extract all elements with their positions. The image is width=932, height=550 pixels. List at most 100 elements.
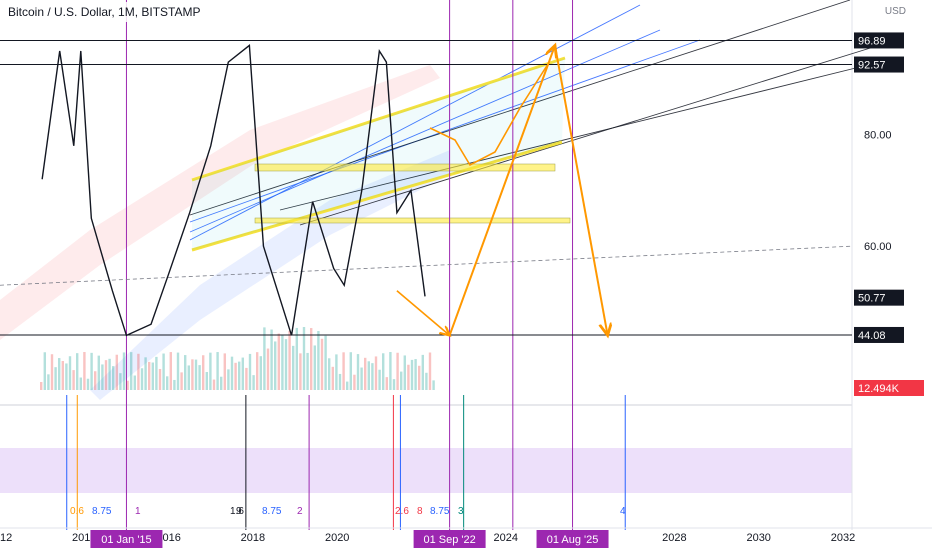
volume-bar (126, 380, 129, 390)
volume-bar (137, 353, 140, 390)
volume-bar (428, 352, 432, 390)
volume-bar (313, 345, 316, 390)
projection-arrows (429, 63, 549, 167)
x-tick-label: 2024 (494, 532, 518, 544)
upper-band-area (0, 65, 440, 340)
volume-bar (310, 328, 313, 390)
volume-bar (414, 359, 417, 390)
time-axis: 2012 2014 2016 2018 2020 2024 2028 2030 2032 01 J… (0, 527, 932, 548)
rsi-projection-arrow (553, 45, 608, 335)
date-marker-bg (536, 530, 609, 548)
volume-bar (338, 373, 342, 390)
rsi-trend-line (0, 245, 853, 286)
volume-bar (133, 375, 136, 390)
volume-bar (292, 345, 295, 390)
volume-bar (162, 353, 165, 390)
chart-title: Bitcoin / U.S. Dollar, 1M, BITSTAMP (4, 2, 205, 22)
volume-bar (140, 368, 144, 390)
vertical-markers (66, 0, 626, 530)
volume-bar (374, 356, 378, 390)
volume-bar (245, 367, 248, 390)
fib-extension: 3.5(374272.60)3(269215.11)2.5(126206.23)… (254, 163, 571, 224)
volume-bar (403, 355, 406, 390)
volume-bar (184, 355, 187, 390)
x-tick-label: 2020 (325, 532, 349, 544)
volume-bar (173, 379, 176, 390)
volume-bar (248, 353, 252, 390)
volume-bar (259, 356, 262, 390)
rsi-cycle-label: 8.75 (262, 506, 282, 517)
volume-bar (421, 354, 424, 390)
support-zone (254, 163, 556, 172)
volume-bar (79, 377, 82, 390)
projection-zigzag (429, 63, 549, 167)
rsi-tag: 50.77 (854, 289, 904, 306)
volume-bar (274, 341, 277, 390)
volume-bar (187, 365, 190, 390)
volume-bar (281, 335, 284, 390)
volume-bar (68, 356, 72, 390)
volume-bar (371, 363, 374, 390)
rsi-tag-badge (854, 56, 904, 73)
volume-bar (410, 359, 414, 390)
volume-bar (90, 352, 93, 390)
rsi-cycle-label: 1.6 (230, 506, 244, 517)
volume-bar (241, 357, 244, 390)
volume-bar (194, 359, 198, 390)
channel-lines (189, 0, 881, 252)
rsi-cycle-label: 8 (417, 506, 423, 517)
channel-ray (189, 29, 661, 233)
volume-bar (328, 358, 331, 390)
volume-bar (144, 357, 147, 390)
volume-bar (425, 372, 428, 390)
yellow-channel-upper (191, 56, 566, 182)
volume-bar (54, 367, 57, 390)
volume-bar (58, 358, 61, 390)
rsi-cycle-label: 8.75 (430, 506, 450, 517)
x-tick-label: 2012 (0, 532, 12, 544)
volume-bar (169, 352, 172, 390)
volume-bar (306, 352, 309, 390)
volume-bar (324, 335, 327, 390)
volume-bar (418, 365, 421, 390)
date-marker-badge: 01 Jan '15 (90, 530, 163, 548)
rsi-line (41, 44, 426, 337)
volume-bar (50, 354, 54, 390)
rsi-tag-label: 44.08 (858, 330, 886, 342)
date-marker-badge: 01 Sep '22 (413, 530, 486, 548)
volume-bar (302, 327, 306, 390)
rsi-tag-label: 96.89 (858, 35, 886, 47)
channel-ray (279, 61, 881, 211)
volume-bar (400, 371, 403, 390)
volume-bar (209, 352, 212, 390)
volume-bar (76, 353, 79, 390)
date-marker-badge: 01 Aug '25 (536, 530, 609, 548)
rsi-cycle-label: 0.6 (70, 506, 84, 517)
regression-band (0, 65, 450, 400)
x-tick-label: 2032 (831, 532, 855, 544)
volume-bar (234, 362, 237, 390)
rsi-cycle-label: 1 (135, 506, 141, 517)
volume-bar (346, 381, 349, 390)
rsi-tag: 92.57 (854, 56, 904, 73)
volume-bar (256, 352, 259, 390)
volume-bar (130, 352, 133, 390)
price-axis: 1100000.00160000.004000.001600.00600.002… (854, 6, 924, 396)
volume-bar (94, 371, 97, 390)
volume-bar (353, 374, 356, 390)
rsi-cycle-label: 2 (297, 506, 303, 517)
volume-bar (101, 364, 104, 390)
volume-bar (270, 329, 273, 390)
channel-ray (189, 39, 701, 223)
volume-bar (252, 375, 255, 390)
volume-bar (158, 368, 162, 390)
rsi-cycle-label: 9 (236, 506, 242, 517)
volume-bar (212, 379, 216, 390)
yellow-channel-fill (192, 58, 565, 250)
date-marker-bg (413, 530, 486, 548)
volume-bar (288, 330, 291, 390)
volume-bar (407, 364, 410, 390)
volume-bar (40, 382, 43, 390)
rsi-tag: 44.08 (854, 326, 904, 343)
